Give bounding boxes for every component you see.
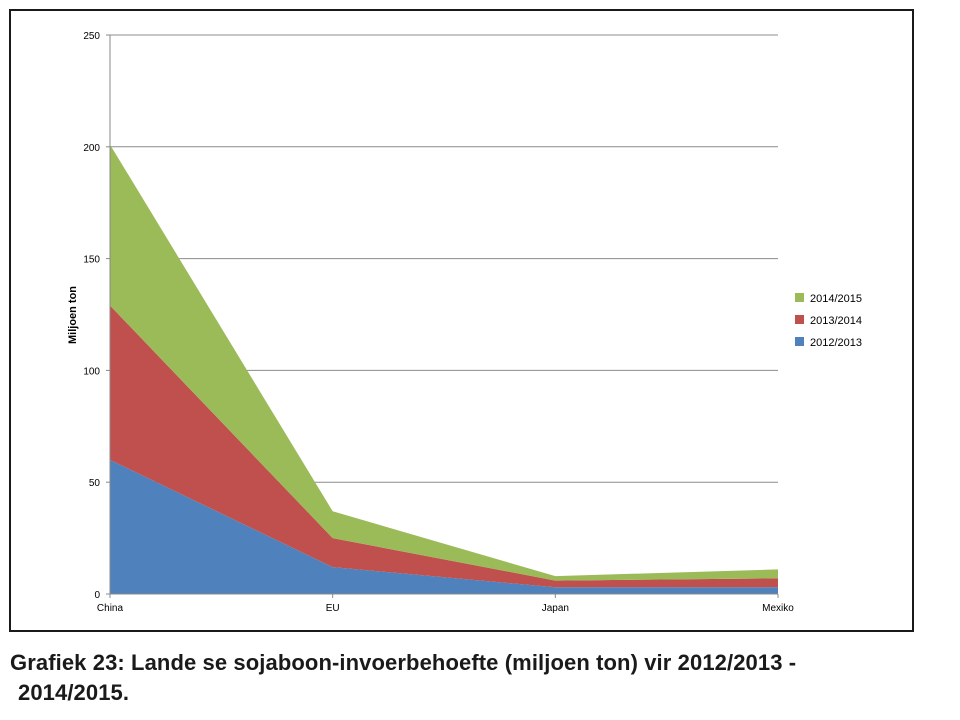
- legend-label-2012-2013: 2012/2013: [810, 337, 862, 349]
- area-series-2014-2015: [110, 144, 778, 581]
- caption-line-1: Grafiek 23: Lande se sojaboon-invoerbeho…: [10, 650, 797, 675]
- area-series-2012-2013: [110, 459, 778, 594]
- y-tick-label-100: 100: [83, 366, 100, 377]
- x-tick-label-japan: Japan: [542, 603, 569, 614]
- y-tick-label-0: 0: [94, 590, 100, 601]
- caption-line-2: 2014/2015.: [18, 680, 130, 705]
- axes: [109, 35, 778, 595]
- area-series-2013-2014: [110, 305, 778, 588]
- legend-label-2013-2014: 2013/2014: [810, 315, 862, 327]
- stacked-area-chart: 0 50 100 150 200 250 China EU Japan Mexiko Miljo…: [67, 31, 862, 614]
- y-axis-label: Miljoen ton: [67, 286, 79, 344]
- legend-swatch-2014-2015: [795, 293, 804, 302]
- y-tick-label-200: 200: [83, 143, 100, 154]
- x-tick-label-china: China: [97, 603, 124, 614]
- x-tick-label-mexiko: Mexiko: [762, 603, 794, 614]
- y-tick-label-50: 50: [89, 478, 101, 489]
- y-tick-labels: 0 50 100 150 200 250: [83, 31, 100, 601]
- area-series-group: [110, 144, 778, 594]
- y-tick-label-150: 150: [83, 255, 100, 266]
- legend-swatch-2013-2014: [795, 315, 804, 324]
- legend-label-2014-2015: 2014/2015: [810, 293, 862, 305]
- x-tick-label-eu: EU: [326, 603, 340, 614]
- legend: 2014/2015 2013/2014 2012/2013: [795, 293, 862, 349]
- figure-caption: Grafiek 23: Lande se sojaboon-invoerbeho…: [10, 648, 950, 708]
- legend-swatch-2012-2013: [795, 337, 804, 346]
- y-tick-label-250: 250: [83, 31, 100, 42]
- x-tick-labels: China EU Japan Mexiko: [97, 603, 794, 614]
